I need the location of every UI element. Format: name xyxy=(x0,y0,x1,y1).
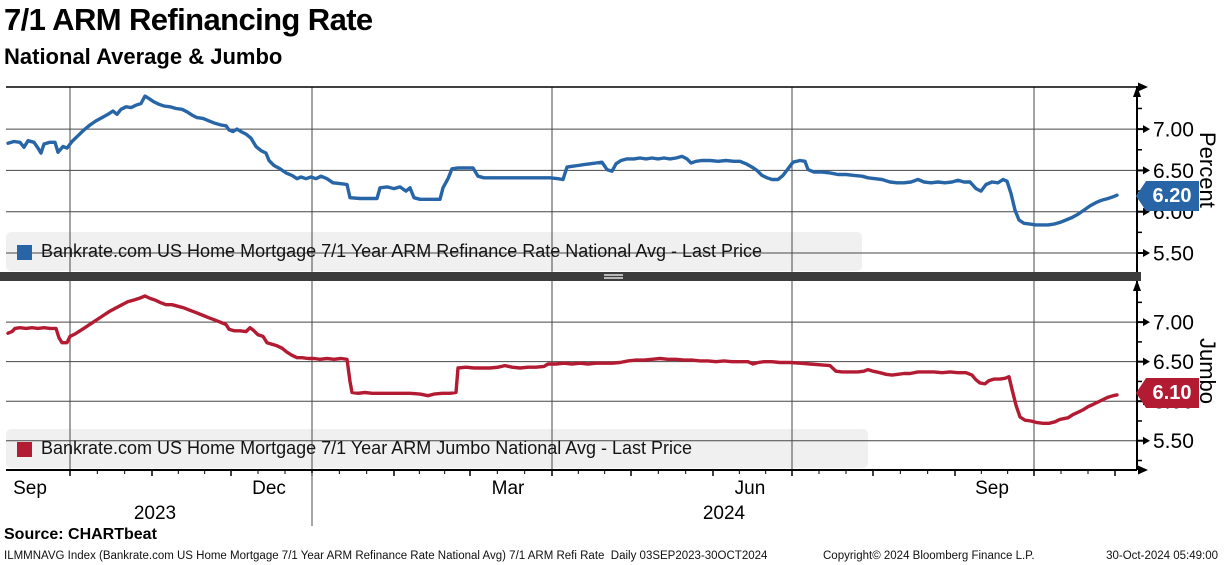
legend-strip-bg xyxy=(6,232,862,271)
legend-national-avg[interactable]: Bankrate.com US Home Mortgage 7/1 Year A… xyxy=(17,232,762,271)
top-border-arrow xyxy=(1138,82,1148,92)
y-major-tick-arrow xyxy=(1143,357,1150,366)
source-line: Source: CHARTbeat xyxy=(4,526,157,543)
y-tick-label: 6.50 xyxy=(1153,160,1194,183)
series-line-jumbo[interactable] xyxy=(6,294,1119,425)
x-month-label: Sep xyxy=(13,478,47,499)
footer-ticker-description: ILMMNAVG Index (Bankrate.com US Home Mor… xyxy=(4,550,768,562)
legend-jumbo-label: Bankrate.com US Home Mortgage 7/1 Year A… xyxy=(41,438,692,458)
y-axis-title-percent: Percent xyxy=(1195,132,1220,208)
y-tick-label: 7.00 xyxy=(1153,119,1194,142)
last-price-tag-jumbo: 6.10 xyxy=(1136,378,1199,408)
x-month-label: Sep xyxy=(975,478,1009,499)
last-price-tag-national-avg: 6.20 xyxy=(1136,181,1199,211)
x-month-label: Jun xyxy=(735,478,766,499)
legend-strip-bg xyxy=(6,429,868,468)
y-tick-label: 6.50 xyxy=(1153,351,1194,374)
y-tick-label: 5.50 xyxy=(1153,430,1194,453)
axis-up-arrow xyxy=(1133,86,1141,97)
x-axis-arrow xyxy=(1138,465,1148,475)
page-title: 7/1 ARM Refinancing Rate xyxy=(4,2,373,37)
legend-jumbo[interactable]: Bankrate.com US Home Mortgage 7/1 Year A… xyxy=(17,429,692,468)
x-month-label: Mar xyxy=(492,478,525,499)
national-avg-series-swatch xyxy=(17,244,32,260)
y-major-tick-arrow xyxy=(1143,249,1150,258)
series-line-national-avg[interactable] xyxy=(6,94,1119,227)
panel-separator xyxy=(0,272,1141,281)
footer-timestamp: 30-Oct-2024 05:49:00 xyxy=(1106,550,1218,562)
page-subtitle: National Average & Jumbo xyxy=(4,44,283,69)
x-year-label: 2024 xyxy=(703,503,746,524)
axis-up-arrow xyxy=(1133,280,1141,291)
y-tick-label: 7.00 xyxy=(1153,312,1194,335)
y-major-tick-arrow xyxy=(1143,125,1150,134)
y-axis-title-jumbo: Jumbo xyxy=(1195,338,1220,405)
x-month-label: Dec xyxy=(252,478,286,499)
y-major-tick-arrow xyxy=(1143,318,1150,327)
footer-copyright: Copyright© 2024 Bloomberg Finance L.P. xyxy=(823,550,1035,562)
jumbo-series-swatch xyxy=(17,441,32,457)
y-major-tick-arrow xyxy=(1143,207,1150,216)
y-tick-label: 5.50 xyxy=(1153,243,1194,266)
x-year-label: 2023 xyxy=(134,503,176,524)
panel-separator-grip[interactable] xyxy=(604,274,623,279)
y-major-tick-arrow xyxy=(1143,436,1150,445)
legend-national-avg-label: Bankrate.com US Home Mortgage 7/1 Year A… xyxy=(41,241,763,261)
y-major-tick-arrow xyxy=(1143,166,1150,175)
